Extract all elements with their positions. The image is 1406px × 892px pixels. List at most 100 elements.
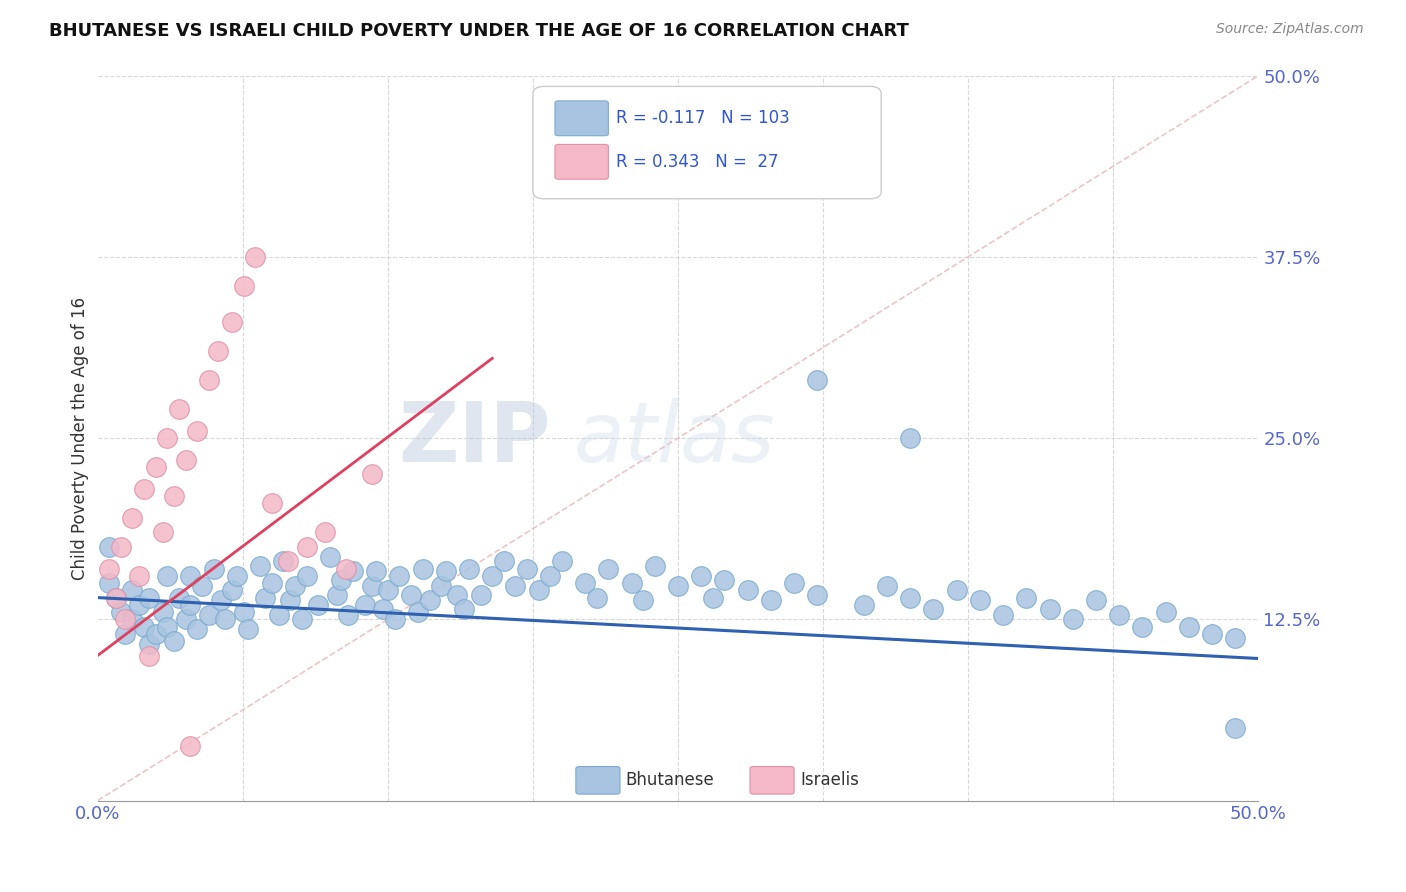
Point (209, 593, 232, 607)
Point (353, 598, 375, 612)
Point (1178, 619, 1201, 633)
Point (551, 554, 574, 568)
Point (314, 525, 336, 540)
Point (156, 431, 179, 445)
Point (1225, 721, 1247, 735)
FancyBboxPatch shape (576, 766, 620, 794)
Point (225, 569, 247, 583)
Point (156, 569, 179, 583)
Point (132, 619, 155, 633)
Point (152, 525, 174, 540)
Point (105, 591, 128, 605)
Point (232, 605, 254, 619)
Point (783, 576, 806, 591)
Y-axis label: Child Poverty Under the Age of 16: Child Poverty Under the Age of 16 (72, 296, 89, 580)
Point (1038, 602, 1060, 616)
Point (202, 561, 225, 575)
Point (186, 623, 208, 637)
Point (377, 583, 399, 598)
Point (163, 634, 186, 648)
Point (922, 602, 945, 616)
FancyBboxPatch shape (555, 145, 609, 179)
Point (852, 598, 875, 612)
Point (277, 554, 299, 568)
Point (110, 605, 132, 619)
Point (179, 739, 201, 753)
Point (806, 373, 828, 387)
Point (898, 591, 921, 605)
Point (876, 579, 898, 593)
Point (446, 588, 468, 602)
Point (132, 482, 155, 496)
Point (1130, 619, 1153, 633)
Text: Bhutanese: Bhutanese (626, 772, 714, 789)
Point (384, 612, 406, 626)
Point (198, 373, 221, 387)
Point (366, 565, 388, 579)
FancyBboxPatch shape (555, 101, 609, 136)
Point (574, 576, 596, 591)
Point (330, 573, 353, 587)
Point (179, 598, 201, 612)
Point (191, 579, 214, 593)
Point (702, 591, 724, 605)
Text: Source: ZipAtlas.com: Source: ZipAtlas.com (1216, 22, 1364, 37)
Point (713, 573, 735, 587)
Text: Israelis: Israelis (800, 772, 859, 789)
Point (152, 605, 174, 619)
Point (110, 540, 132, 554)
Point (145, 460, 167, 475)
Point (319, 549, 342, 564)
Point (138, 637, 160, 651)
Point (470, 588, 492, 602)
Point (1062, 612, 1084, 626)
Point (163, 489, 186, 503)
Point (737, 583, 759, 598)
Point (128, 569, 150, 583)
Point (360, 579, 382, 593)
Point (690, 569, 713, 583)
Point (307, 598, 329, 612)
Point (291, 612, 314, 626)
Point (198, 607, 221, 622)
Point (145, 627, 167, 641)
Point (98, 540, 121, 554)
Point (969, 593, 991, 607)
Point (1015, 591, 1038, 605)
Point (337, 607, 360, 622)
Point (585, 591, 607, 605)
Point (105, 591, 128, 605)
Point (406, 605, 429, 619)
Point (991, 607, 1014, 622)
Point (267, 607, 290, 622)
Point (492, 554, 515, 568)
Point (342, 565, 364, 579)
Point (138, 591, 160, 605)
Point (295, 569, 318, 583)
Text: ZIP: ZIP (398, 398, 550, 479)
Point (538, 569, 561, 583)
Point (174, 452, 197, 467)
Point (666, 579, 689, 593)
Point (284, 579, 307, 593)
Point (453, 602, 475, 616)
Point (481, 569, 503, 583)
Point (179, 569, 201, 583)
Point (249, 558, 271, 573)
Point (221, 583, 243, 598)
Text: R = -0.117   N = 103: R = -0.117 N = 103 (616, 110, 790, 128)
Point (295, 540, 318, 554)
Point (121, 612, 143, 626)
Point (167, 591, 190, 605)
Point (232, 278, 254, 293)
FancyBboxPatch shape (533, 87, 882, 199)
Point (138, 648, 160, 663)
Point (434, 565, 457, 579)
Point (273, 554, 295, 568)
FancyBboxPatch shape (749, 766, 794, 794)
Point (186, 424, 208, 438)
Point (458, 561, 481, 575)
Point (98, 561, 121, 575)
Text: R = 0.343   N =  27: R = 0.343 N = 27 (616, 153, 779, 170)
Point (1084, 593, 1107, 607)
